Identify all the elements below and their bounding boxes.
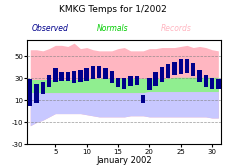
Bar <box>97 66 101 78</box>
Bar <box>28 80 32 106</box>
Bar <box>103 68 107 80</box>
Bar <box>134 76 138 85</box>
Bar <box>128 76 132 86</box>
Bar <box>53 68 57 82</box>
Bar <box>184 59 188 73</box>
Bar <box>34 84 38 103</box>
Bar <box>115 78 120 87</box>
X-axis label: January 2002: January 2002 <box>96 156 151 165</box>
Bar <box>196 70 201 82</box>
Bar <box>215 80 220 89</box>
Bar <box>146 78 151 90</box>
Bar <box>59 72 63 81</box>
Bar <box>78 70 82 82</box>
Bar <box>47 75 51 87</box>
Text: Observed: Observed <box>31 24 68 33</box>
Bar <box>140 95 145 103</box>
Bar <box>153 72 157 86</box>
Text: Records: Records <box>160 24 191 33</box>
Text: Normals: Normals <box>97 24 128 33</box>
Bar <box>65 72 70 81</box>
Bar <box>178 59 182 74</box>
Bar <box>190 63 195 76</box>
Bar <box>171 62 176 75</box>
Bar <box>72 71 76 83</box>
Bar <box>159 67 163 82</box>
Bar <box>84 68 88 81</box>
Text: KMKG Temps for 1/2002: KMKG Temps for 1/2002 <box>59 5 166 14</box>
Bar <box>165 64 170 78</box>
Bar <box>203 75 207 87</box>
Bar <box>90 66 95 80</box>
Bar <box>109 71 113 83</box>
Bar <box>40 82 45 94</box>
Bar <box>122 78 126 89</box>
Bar <box>209 78 213 89</box>
